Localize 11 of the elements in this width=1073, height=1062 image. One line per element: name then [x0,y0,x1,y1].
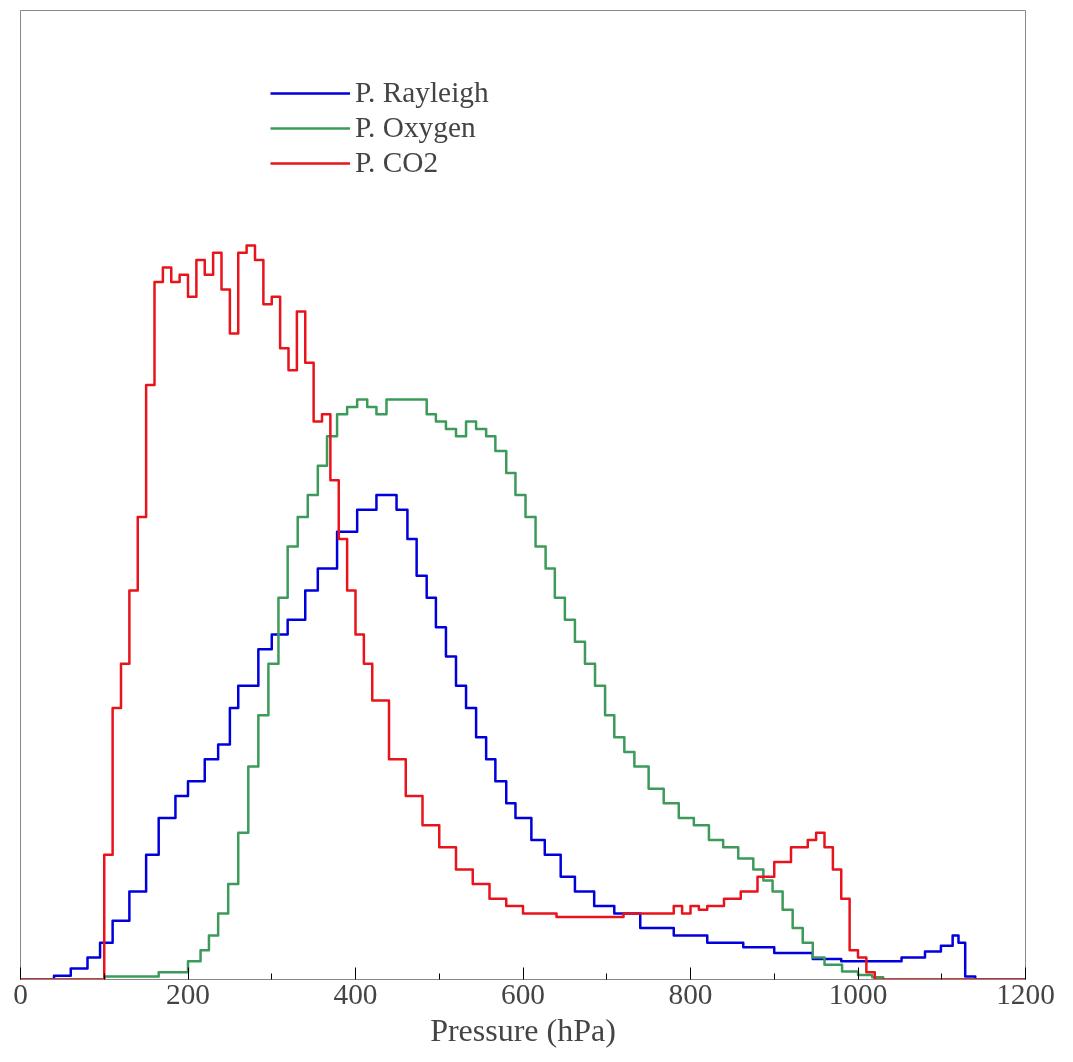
x-tick-label: 1000 [828,977,888,1010]
x-tick-label: 200 [166,977,210,1010]
legend-label: P. CO2 [355,146,439,179]
x-tick-label: 800 [668,977,713,1010]
x-tick-label: 1200 [996,977,1055,1010]
legend-label: P. Oxygen [355,111,476,144]
x-axis-title: Pressure (hPa) [430,1011,616,1048]
legend-label: P. Rayleigh [355,76,489,109]
x-tick-label: 400 [333,977,378,1010]
x-tick-label: 0 [13,977,28,1010]
x-tick-label: 600 [501,977,545,1010]
